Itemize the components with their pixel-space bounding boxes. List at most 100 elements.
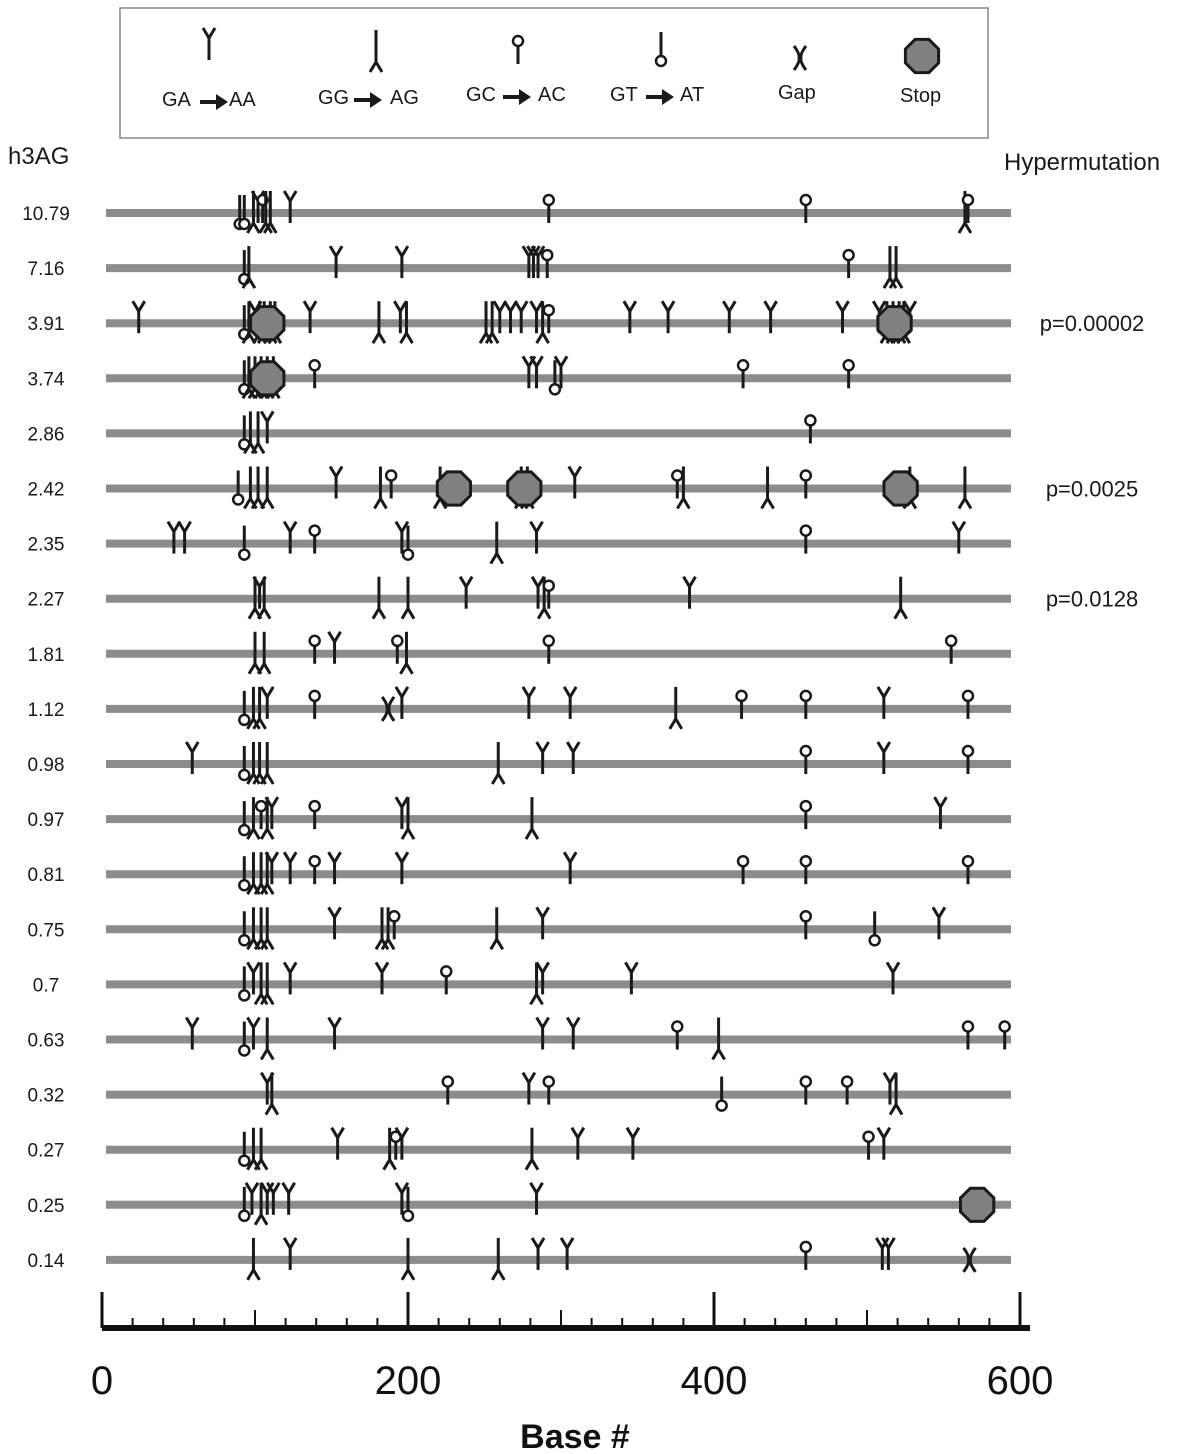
mutation-mark-gc bbox=[542, 193, 556, 223]
mutation-mark-gg bbox=[711, 1017, 726, 1061]
row-label: 0.97 bbox=[28, 810, 65, 831]
mutation-mark-ga bbox=[529, 520, 544, 554]
mutation-mark-gg bbox=[760, 466, 775, 510]
stop-codon-mark bbox=[249, 305, 286, 342]
mutation-mark-gg bbox=[478, 301, 494, 344]
sequence-row: 2.35 bbox=[28, 520, 1011, 565]
mutation-mark-ga bbox=[266, 1182, 281, 1215]
mutation-mark-gg bbox=[241, 246, 257, 289]
mutation-mark-ga bbox=[264, 851, 280, 885]
mutation-mark-ga bbox=[282, 1237, 298, 1270]
mutation-mark-gc bbox=[308, 524, 321, 554]
sequence-row: 1.81 bbox=[28, 631, 1011, 675]
mutation-mark-ga bbox=[327, 851, 342, 885]
mutation-mark-gc bbox=[308, 359, 321, 389]
mutation-mark-gg bbox=[888, 246, 904, 289]
mutation-mark-ga bbox=[529, 300, 544, 334]
mutation-mark-gc bbox=[308, 799, 321, 830]
mutation-mark-gc bbox=[840, 1075, 854, 1105]
mutation-mark-gt bbox=[238, 195, 251, 231]
mutation-mark-gc bbox=[308, 634, 321, 664]
mutation-mark-gg bbox=[893, 576, 908, 620]
mutation-mark-gg bbox=[256, 631, 272, 675]
mutation-mark-ga bbox=[660, 300, 676, 334]
mutation-mark-ga bbox=[327, 906, 342, 940]
sequence-row: 0.81 bbox=[28, 851, 1011, 895]
legend-arrow-icon bbox=[200, 94, 228, 110]
mutation-mark-gc bbox=[308, 689, 321, 719]
row-label: 1.81 bbox=[28, 645, 65, 666]
mutation-mark-ga bbox=[259, 1182, 275, 1215]
mutation-mark-ga bbox=[246, 1016, 261, 1050]
mutation-mark-gc bbox=[308, 854, 321, 885]
mutation-mark-gc bbox=[799, 799, 813, 830]
mutation-mark-ga bbox=[881, 1237, 896, 1270]
legend-icon-gg bbox=[368, 30, 384, 73]
mutation-mark-gc bbox=[736, 359, 750, 389]
mutation-mark-ga bbox=[624, 961, 639, 995]
mutation-mark-gc bbox=[799, 910, 813, 940]
mutation-mark-gg bbox=[400, 797, 416, 840]
legend-label-gt-to: AT bbox=[680, 84, 704, 106]
mutation-mark-gg bbox=[490, 742, 506, 785]
mutation-mark-ga bbox=[394, 1126, 410, 1160]
legend-frame bbox=[119, 7, 989, 139]
legend-icon-gc bbox=[511, 34, 525, 64]
legend-label-gt: GT bbox=[610, 84, 638, 106]
mutation-mark-ga bbox=[131, 300, 147, 334]
mutation-mark-gc bbox=[799, 193, 813, 223]
mutation-mark-gc bbox=[387, 910, 401, 940]
mutation-mark-gg bbox=[529, 962, 544, 1006]
mutation-mark-ga bbox=[394, 520, 410, 554]
mutation-mark-gt bbox=[548, 360, 562, 396]
mutation-mark-ga bbox=[184, 1016, 200, 1050]
mutation-mark-ga bbox=[535, 906, 550, 940]
mutation-mark-gg bbox=[400, 576, 416, 620]
mutation-mark-gt bbox=[231, 470, 245, 506]
mutation-mark-gt bbox=[238, 690, 251, 727]
mutation-mark-gg bbox=[484, 301, 500, 344]
mutation-mark-ga bbox=[875, 1237, 890, 1270]
stop-codon-mark bbox=[249, 360, 286, 397]
mutation-mark-ga bbox=[535, 741, 550, 774]
p-value-label: p=0.0025 bbox=[1046, 477, 1138, 502]
mutation-mark-ga bbox=[330, 1126, 345, 1160]
mutation-mark-ga bbox=[535, 1016, 550, 1050]
mutation-mark-gg bbox=[253, 962, 269, 1006]
row-label: 0.7 bbox=[33, 975, 59, 996]
p-value-label: p=0.00002 bbox=[1040, 311, 1145, 336]
row-label: 3.91 bbox=[28, 314, 65, 335]
mutation-mark-ga bbox=[184, 741, 200, 774]
mutation-mark-gc bbox=[441, 1075, 455, 1105]
mutation-mark-ga bbox=[282, 520, 298, 554]
mutation-mark-gc bbox=[961, 193, 975, 223]
mutation-mark-ga bbox=[876, 686, 892, 719]
mutation-mark-ga bbox=[264, 796, 280, 830]
legend-label-gc: GC bbox=[466, 84, 496, 106]
mutation-mark-ga bbox=[259, 410, 275, 444]
mutation-mark-gg bbox=[246, 686, 261, 730]
mutation-mark-gg bbox=[524, 1127, 540, 1171]
sequence-row: 0.75 bbox=[28, 906, 1011, 951]
stop-codon-mark bbox=[959, 1186, 996, 1223]
mutation-mark-ga bbox=[244, 1182, 260, 1215]
row-label: 2.35 bbox=[28, 535, 65, 556]
sequence-row: 0.25 bbox=[28, 1182, 1011, 1226]
mutation-mark-gg bbox=[489, 521, 505, 565]
mutation-mark-gg bbox=[241, 301, 257, 344]
legend-icon-gt bbox=[654, 32, 668, 68]
mutation-mark-ga bbox=[882, 1071, 898, 1105]
mutation-mark-ga bbox=[622, 300, 638, 334]
mutation-mark-ga bbox=[394, 1182, 410, 1215]
mutation-mark-gc bbox=[799, 689, 813, 719]
mutation-mark-ga bbox=[933, 796, 948, 830]
x-axis-title: Base # bbox=[520, 1418, 630, 1454]
mutation-mark-gc bbox=[391, 634, 404, 664]
sequence-row: 2.42 p=0.0025 bbox=[28, 465, 1138, 510]
mutation-mark-gt bbox=[238, 1021, 251, 1057]
row-label: 3.74 bbox=[28, 369, 65, 390]
mutation-mark-ga bbox=[931, 906, 947, 940]
row-label: 2.42 bbox=[28, 480, 65, 501]
mutation-mark-ga bbox=[876, 741, 892, 774]
row-label: 1.12 bbox=[28, 700, 65, 721]
